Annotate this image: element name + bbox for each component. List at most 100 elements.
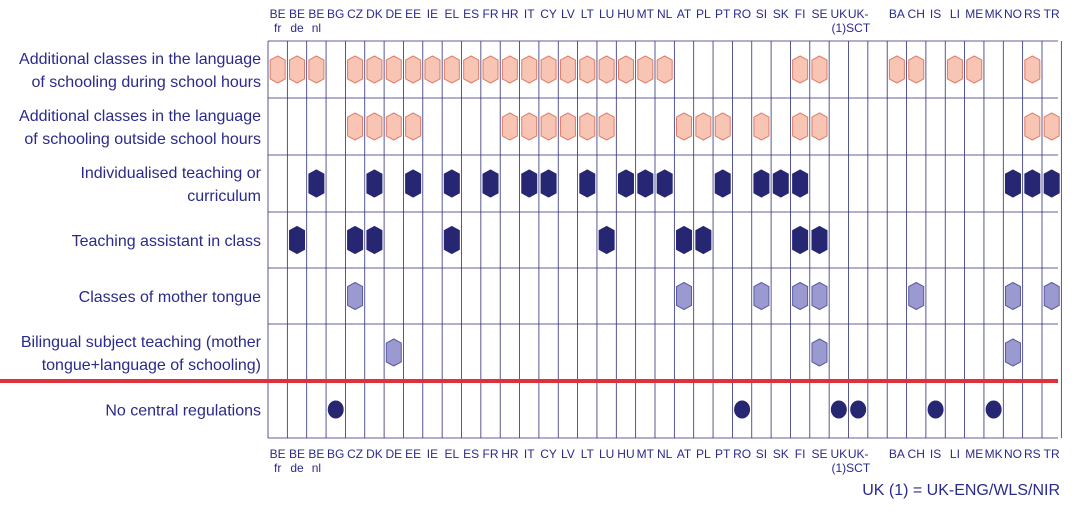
column-header-top: LT: [581, 7, 595, 21]
column-header-bottom: IE: [427, 447, 438, 461]
column-header-top: EL: [444, 7, 459, 21]
marker-pink-hexagon: [521, 55, 538, 84]
column-header-top: BA: [889, 7, 905, 21]
row-label: Additional classes in the language: [19, 51, 261, 68]
marker-pink-hexagon: [811, 55, 828, 84]
column-header-bottom: TR: [1044, 447, 1060, 461]
marker-pink-hexagon: [501, 55, 518, 84]
marker-navy-hexagon: [637, 169, 654, 198]
marker-navy-hexagon: [347, 225, 364, 255]
markers: [269, 55, 1060, 419]
marker-pink-hexagon: [1024, 112, 1041, 141]
column-header-top: PT: [715, 7, 731, 21]
column-header-bottom: EE: [405, 447, 421, 461]
column-header-top: LI: [950, 7, 960, 21]
column-header-bottom: CH: [908, 447, 925, 461]
footnote: UK (1) = UK-ENG/WLS/NIR: [862, 482, 1060, 499]
marker-pink-hexagon: [676, 112, 693, 141]
column-header-bottom: CZ: [347, 447, 363, 461]
column-header-top: (1): [831, 21, 846, 35]
marker-navy-hexagon: [405, 169, 422, 198]
column-header-bottom: DK: [366, 447, 383, 461]
column-header-bottom: BA: [889, 447, 905, 461]
marker-navy-hexagon: [656, 169, 673, 198]
column-header-bottom: FI: [795, 447, 806, 461]
marker-pink-hexagon: [501, 112, 518, 141]
marker-navy-hexagon: [443, 169, 460, 198]
marker-pink-hexagon: [269, 55, 286, 84]
marker-navy-hexagon: [443, 225, 460, 255]
row-label: Classes of mother tongue: [79, 289, 261, 306]
marker-pink-hexagon: [966, 55, 983, 84]
row-label: Teaching assistant in class: [72, 233, 261, 250]
marker-pink-hexagon: [714, 112, 731, 141]
marker-navy-circle: [830, 400, 847, 419]
column-header-bottom: FR: [483, 447, 499, 461]
column-header-top: CY: [540, 7, 557, 21]
marker-navy-hexagon: [540, 169, 557, 198]
marker-pink-hexagon: [347, 55, 364, 84]
marker-pink-hexagon: [598, 112, 615, 141]
marker-pink-hexagon: [617, 55, 634, 84]
column-header-bottom: CY: [540, 447, 557, 461]
column-header-bottom: MT: [637, 447, 655, 461]
marker-pink-hexagon: [347, 112, 364, 141]
marker-lavender-hexagon: [908, 281, 925, 311]
column-header-bottom: SCT: [846, 461, 871, 475]
column-header-top: ES: [463, 7, 479, 21]
grid: [0, 40, 1062, 439]
marker-pink-hexagon: [540, 112, 557, 141]
column-header-top: AT: [677, 7, 692, 21]
marker-pink-hexagon: [598, 55, 615, 84]
column-header-top: MK: [985, 7, 1003, 21]
marker-pink-hexagon: [366, 112, 383, 141]
column-header-top: BE: [270, 7, 286, 21]
marker-pink-hexagon: [482, 55, 499, 84]
marker-lavender-hexagon: [792, 281, 809, 311]
marker-lavender-hexagon: [385, 338, 402, 367]
row-label: curriculum: [187, 188, 261, 205]
marker-pink-hexagon: [792, 112, 809, 141]
column-header-top: CZ: [347, 7, 363, 21]
column-header-top: DK: [366, 7, 383, 21]
column-header-top: UK-: [848, 7, 869, 21]
column-header-bottom: (1): [831, 461, 846, 475]
marker-pink-hexagon: [521, 112, 538, 141]
column-header-top: ME: [965, 7, 983, 21]
row-labels: Additional classes in the language of sch…: [19, 51, 262, 420]
column-header-bottom: LU: [599, 447, 614, 461]
column-header-bottom: RO: [733, 447, 751, 461]
row-label: Additional classes in the language: [19, 108, 261, 125]
marker-pink-hexagon: [289, 55, 306, 84]
marker-navy-hexagon: [1004, 169, 1021, 198]
column-header-top: NO: [1004, 7, 1022, 21]
marker-navy-circle: [734, 400, 751, 419]
column-header-bottom: de: [290, 461, 304, 475]
column-header-top: HR: [501, 7, 519, 21]
column-header-top: HU: [617, 7, 634, 21]
column-header-top: CH: [908, 7, 925, 21]
column-header-top: SI: [756, 7, 767, 21]
marker-navy-hexagon: [366, 225, 383, 255]
marker-pink-hexagon: [753, 112, 770, 141]
column-header-bottom: DE: [385, 447, 402, 461]
marker-navy-hexagon: [308, 169, 325, 198]
marker-lavender-hexagon: [1004, 281, 1021, 311]
marker-navy-hexagon: [289, 225, 306, 255]
column-header-top: BE: [289, 7, 305, 21]
column-header-top: LV: [561, 7, 575, 21]
marker-pink-hexagon: [405, 55, 422, 84]
column-header-bottom: SI: [756, 447, 767, 461]
column-header-top: RO: [733, 7, 751, 21]
marker-lavender-hexagon: [811, 338, 828, 367]
marker-pink-hexagon: [888, 55, 905, 84]
marker-lavender-hexagon: [676, 281, 693, 311]
column-header-top: fr: [274, 21, 281, 35]
column-header-bottom: ME: [965, 447, 983, 461]
column-header-top: NL: [657, 7, 673, 21]
marker-pink-hexagon: [637, 55, 654, 84]
marker-pink-hexagon: [908, 55, 925, 84]
column-header-bottom: nl: [312, 461, 321, 475]
marker-pink-hexagon: [366, 55, 383, 84]
marker-pink-hexagon: [1024, 55, 1041, 84]
